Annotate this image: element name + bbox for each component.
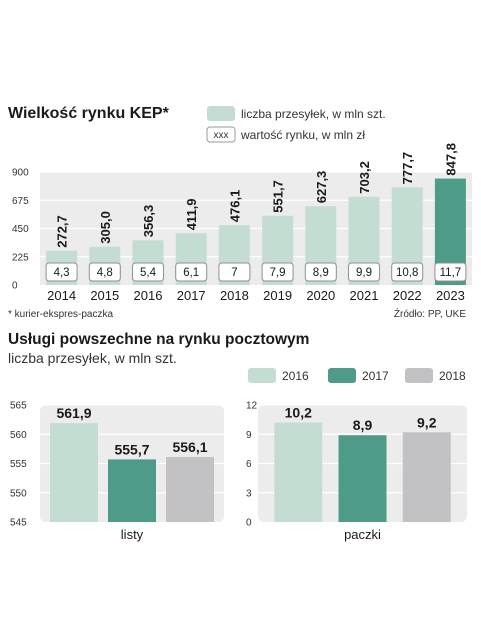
kep-market-value-box <box>304 262 337 282</box>
kep-legend-bar-label: liczba przesyłek, w mln szt. <box>241 107 386 121</box>
postal-y-tick-label: 560 <box>10 430 27 441</box>
kep-x-tick-label: 2014 <box>47 288 76 303</box>
kep-bar-value-label: 272,7 <box>55 215 70 248</box>
postal-y-tick-label: 12 <box>246 401 258 412</box>
kep-market-value-label: 7,9 <box>270 267 286 279</box>
kep-market-value-label: 10,8 <box>396 267 418 279</box>
kep-market-value-label: 5,4 <box>140 267 157 279</box>
kep-market-value-label: 8,9 <box>313 267 329 279</box>
postal-bar-paczki-2017 <box>338 435 387 522</box>
kep-x-tick-label: 2022 <box>393 288 422 303</box>
postal-bar-paczki-2016 <box>274 422 323 522</box>
postal-bar-value-label: 555,7 <box>114 441 149 457</box>
postal-bar-value-label: 8,9 <box>353 417 373 433</box>
kep-bar-value-label: 777,7 <box>400 152 415 185</box>
kep-legend-box-label: wartość rynku, w mln zł <box>240 128 365 142</box>
kep-legend-box-swatch <box>206 126 236 143</box>
postal-y-tick-label: 3 <box>246 488 252 499</box>
postal-bar-listy-2018 <box>166 457 214 522</box>
kep-market-value-box <box>132 262 164 282</box>
postal-legend-swatch-2017 <box>328 368 356 383</box>
kep-market-value-label: 4,8 <box>97 267 113 279</box>
kep-bar-value-label: 305,0 <box>98 211 113 244</box>
kep-bar-value-label: 627,3 <box>314 171 329 204</box>
kep-y-tick-label: 0 <box>12 281 18 292</box>
postal-bar-value-label: 10,2 <box>285 405 312 421</box>
postal-legend-label-2018: 2018 <box>439 369 466 383</box>
kep-footnote: * kurier-ekspres-paczka <box>8 309 113 320</box>
postal-bar-listy-2017 <box>108 459 156 522</box>
kep-market-value-label: 4,3 <box>54 267 70 279</box>
postal-bar-paczki-2018 <box>402 432 451 522</box>
kep-x-tick-label: 2020 <box>306 288 335 303</box>
postal-category-label-listy: listy <box>121 527 144 542</box>
postal-category-label-paczki: paczki <box>344 527 381 542</box>
kep-bar-value-label: 476,1 <box>227 190 242 223</box>
postal-legend-swatch-2016 <box>248 368 276 383</box>
postal-y-tick-label: 555 <box>10 459 27 470</box>
kep-legend-box-sample: xxx <box>214 130 229 141</box>
postal-y-tick-label: 6 <box>246 459 252 470</box>
kep-bar-value-label: 847,8 <box>443 143 458 176</box>
kep-bar-value-label: 703,2 <box>357 161 372 194</box>
kep-y-tick-label: 450 <box>12 224 29 235</box>
postal-bar-value-label: 9,2 <box>417 414 437 430</box>
kep-chart-title: Wielkość rynku KEP* <box>8 105 170 122</box>
kep-y-tick-label: 225 <box>12 252 29 263</box>
postal-chart-title: Usługi powszechne na rynku pocztowym <box>8 331 309 348</box>
kep-market-value-label: 6,1 <box>183 267 199 279</box>
kep-market-value-box <box>391 262 424 282</box>
postal-legend: 2016 2017 2018 <box>248 368 466 383</box>
kep-source: Źródło: PP, UKE <box>394 307 466 320</box>
postal-legend-label-2017: 2017 <box>362 369 389 383</box>
kep-legend-bar-swatch <box>207 106 235 121</box>
postal-bar-value-label: 556,1 <box>172 439 207 455</box>
kep-x-tick-label: 2019 <box>263 288 292 303</box>
postal-legend-label-2016: 2016 <box>282 369 309 383</box>
kep-market-value-label: 7 <box>231 267 237 279</box>
kep-y-tick-label: 900 <box>12 168 29 179</box>
kep-x-tick-label: 2021 <box>350 288 379 303</box>
postal-y-tick-label: 565 <box>10 401 27 412</box>
kep-bar-value-label: 551,7 <box>271 180 286 213</box>
postal-y-tick-label: 0 <box>246 518 252 529</box>
kep-market-value-box <box>261 262 294 282</box>
postal-chart-subtitle: liczba przesyłek, w mln szt. <box>8 350 177 366</box>
kep-x-tick-label: 2015 <box>90 288 119 303</box>
kep-plot: 0 225 450 675 900 272,7 4,3 2014 305,0 4,8 2015 356… <box>12 143 472 303</box>
kep-x-tick-label: 2018 <box>220 288 249 303</box>
postal-y-tick-label: 9 <box>246 430 252 441</box>
kep-bar-value-label: 411,9 <box>184 198 199 230</box>
postal-y-tick-label: 545 <box>10 518 27 529</box>
postal-y-tick-label: 550 <box>10 488 27 499</box>
postal-legend-swatch-2018 <box>405 368 433 383</box>
kep-x-tick-label: 2023 <box>436 288 465 303</box>
kep-y-tick-label: 675 <box>12 196 29 207</box>
kep-market-value-box <box>434 262 467 282</box>
kep-market-value-label: 11,7 <box>440 267 462 279</box>
postal-plots: 545 550 555 560 565 561,9 555,7 556,1 listy 0 3 6 9 1… <box>10 401 467 542</box>
kep-x-tick-label: 2016 <box>134 288 163 303</box>
kep-market-value-label: 9,9 <box>356 267 372 279</box>
kep-market-value-box <box>45 262 78 282</box>
kep-market-value-box <box>88 262 121 282</box>
kep-market-value-box <box>348 262 380 282</box>
kep-x-tick-label: 2017 <box>177 288 206 303</box>
kep-legend: liczba przesyłek, w mln szt. xxx wartość… <box>206 106 386 143</box>
kep-market-value-box <box>175 262 208 282</box>
postal-bar-value-label: 561,9 <box>56 405 91 421</box>
postal-bar-listy-2016 <box>50 423 98 522</box>
kep-market-value-box <box>218 262 251 282</box>
kep-bar-value-label: 356,3 <box>141 205 156 238</box>
